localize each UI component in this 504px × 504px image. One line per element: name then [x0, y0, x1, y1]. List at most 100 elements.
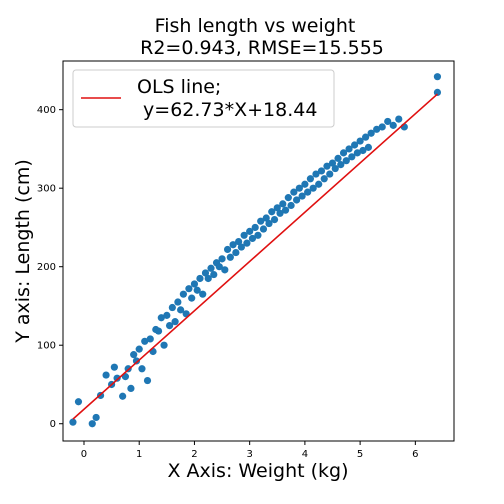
data-point: [279, 200, 287, 208]
data-point: [92, 413, 100, 422]
data-point: [301, 180, 309, 188]
x-tick-label: 5: [357, 449, 363, 460]
data-point: [364, 143, 372, 151]
data-point: [226, 253, 234, 261]
data-point: [207, 264, 215, 272]
data-point: [367, 129, 375, 137]
legend-box: [72, 69, 335, 128]
y-tick-label: 400: [37, 105, 56, 116]
data-point: [298, 192, 306, 200]
legend-label-line2: y=62.73*X+18.44: [137, 99, 317, 121]
data-point: [395, 115, 403, 123]
data-point: [342, 157, 350, 165]
data-point: [334, 154, 342, 162]
x-axis-label: X Axis: Weight (kg): [167, 460, 348, 482]
data-point: [69, 418, 77, 426]
y-tick-label: 0: [50, 419, 56, 430]
chart-title-line1: Fish length vs weight: [155, 15, 356, 37]
data-point: [193, 286, 201, 294]
data-point: [373, 125, 381, 133]
data-point: [221, 266, 229, 274]
data-point: [174, 298, 182, 306]
ticks-layer: 0 1 2 3 4 5 6 0 100 200 300 400: [37, 105, 419, 460]
data-point: [188, 294, 196, 302]
data-point: [132, 357, 141, 365]
data-point: [306, 175, 315, 183]
data-point: [359, 146, 367, 155]
data-point: [362, 133, 370, 141]
data-point: [315, 180, 323, 188]
data-point: [350, 141, 359, 149]
y-axis-label: Y axis: Length (cm): [12, 159, 34, 344]
data-point: [143, 376, 152, 385]
data-point: [119, 392, 127, 400]
data-point: [204, 274, 212, 283]
data-point: [199, 290, 207, 298]
data-point: [326, 170, 334, 178]
data-point: [215, 263, 223, 271]
data-point: [237, 243, 245, 251]
plot-frame: [62, 60, 455, 442]
data-point: [331, 164, 339, 173]
data-point: [127, 384, 135, 392]
data-point: [268, 208, 276, 216]
x-tick-label: 0: [81, 449, 87, 460]
regression-line: [72, 93, 438, 420]
data-point: [179, 290, 187, 298]
data-point: [323, 162, 331, 170]
x-tick-label: 3: [246, 449, 252, 460]
data-point: [348, 153, 356, 161]
data-point: [146, 335, 154, 343]
data-point: [353, 149, 361, 157]
data-point: [168, 303, 176, 312]
data-point: [185, 285, 193, 293]
data-point: [130, 351, 138, 359]
data-point: [378, 123, 386, 131]
data-point: [218, 255, 226, 263]
x-tick-label: 2: [191, 449, 197, 460]
data-point: [262, 214, 270, 222]
data-point: [154, 327, 163, 335]
data-point: [102, 371, 110, 379]
data-point: [356, 137, 364, 145]
data-point: [295, 184, 303, 192]
data-point: [210, 270, 218, 279]
data-point: [384, 117, 392, 126]
x-tick-label: 4: [302, 449, 308, 460]
data-point: [235, 237, 243, 246]
data-point: [270, 216, 279, 224]
data-point: [135, 345, 143, 353]
data-point: [259, 225, 268, 233]
x-tick-label: 6: [412, 449, 418, 460]
data-point: [163, 311, 171, 319]
data-point: [160, 341, 168, 349]
data-point: [281, 206, 290, 214]
data-point: [293, 196, 301, 204]
data-point: [141, 337, 149, 345]
data-point: [251, 223, 259, 232]
data-point: [433, 73, 442, 81]
data-point: [248, 234, 257, 243]
data-point: [246, 227, 254, 235]
data-point: [304, 188, 312, 196]
data-point: [74, 398, 83, 406]
data-point: [201, 269, 210, 277]
data-point: [276, 209, 284, 217]
data-point: [284, 194, 292, 202]
data-point: [240, 231, 248, 239]
data-point: [229, 241, 237, 249]
data-point: [273, 204, 281, 212]
data-point: [287, 201, 295, 210]
data-point: [345, 145, 353, 153]
data-point: [312, 170, 320, 178]
data-point: [290, 188, 298, 196]
data-point: [337, 161, 345, 169]
data-point: [257, 217, 265, 225]
data-point: [320, 175, 328, 183]
data-point: [196, 274, 204, 283]
data-point: [190, 280, 199, 288]
y-tick-label: 200: [37, 262, 56, 273]
data-point: [138, 365, 146, 373]
y-tick-label: 300: [37, 184, 56, 195]
